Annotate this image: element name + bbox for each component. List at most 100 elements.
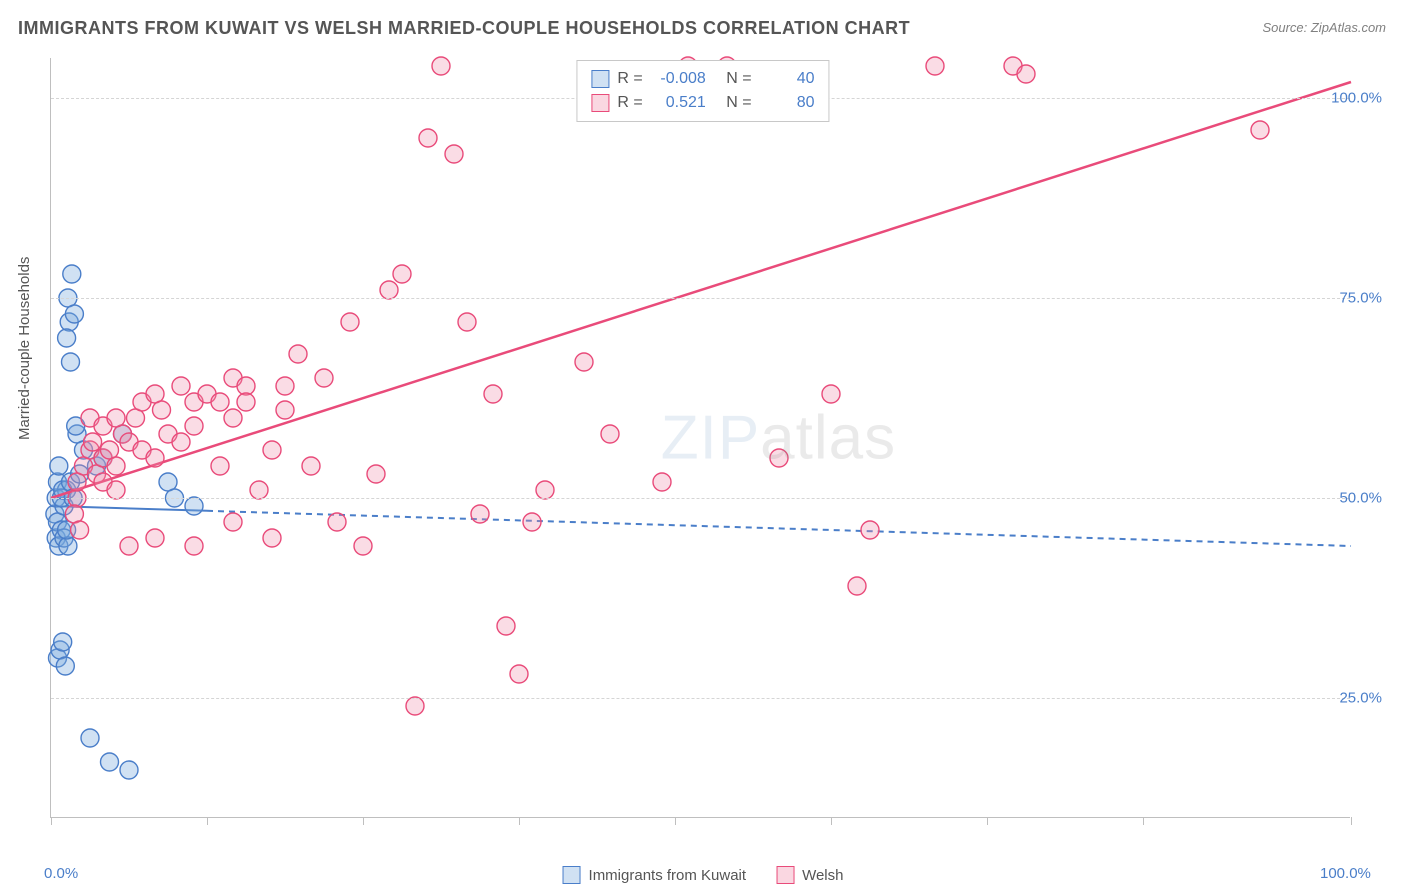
legend-item-welsh: Welsh: [776, 866, 843, 884]
data-point: [523, 513, 541, 531]
data-point: [380, 281, 398, 299]
data-point: [484, 385, 502, 403]
r-label: R =: [617, 67, 642, 91]
stats-row-kuwait: R = -0.008 N = 40: [591, 67, 814, 91]
r-value: 0.521: [651, 91, 706, 115]
data-point: [601, 425, 619, 443]
data-point: [822, 385, 840, 403]
data-point: [250, 481, 268, 499]
data-point: [185, 537, 203, 555]
data-point: [354, 537, 372, 555]
swatch-blue-icon: [591, 70, 609, 88]
r-value: -0.008: [651, 67, 706, 91]
data-point: [224, 409, 242, 427]
x-tick: [675, 817, 676, 825]
data-point: [458, 313, 476, 331]
data-point: [65, 505, 83, 523]
swatch-pink-icon: [591, 94, 609, 112]
data-point: [471, 505, 489, 523]
data-point: [393, 265, 411, 283]
data-point: [185, 417, 203, 435]
legend-label: Welsh: [802, 867, 843, 884]
data-point: [341, 313, 359, 331]
y-tick-label: 75.0%: [1339, 290, 1382, 307]
legend-item-kuwait: Immigrants from Kuwait: [563, 866, 747, 884]
data-point: [302, 457, 320, 475]
data-point: [237, 377, 255, 395]
data-point: [172, 377, 190, 395]
source-attribution: Source: ZipAtlas.com: [1262, 20, 1386, 35]
data-point: [58, 329, 76, 347]
x-tick: [207, 817, 208, 825]
data-point: [120, 537, 138, 555]
legend-label: Immigrants from Kuwait: [589, 867, 747, 884]
data-point: [71, 521, 89, 539]
data-point: [107, 481, 125, 499]
data-point: [146, 449, 164, 467]
data-point: [276, 401, 294, 419]
bottom-legend: Immigrants from Kuwait Welsh: [563, 866, 844, 884]
data-point: [289, 345, 307, 363]
data-point: [65, 305, 83, 323]
data-point: [62, 353, 80, 371]
x-tick: [1351, 817, 1352, 825]
x-tick: [363, 817, 364, 825]
chart-title: IMMIGRANTS FROM KUWAIT VS WELSH MARRIED-…: [18, 18, 910, 39]
data-point: [159, 473, 177, 491]
data-point: [146, 529, 164, 547]
data-point: [861, 521, 879, 539]
x-tick: [51, 817, 52, 825]
data-point: [211, 393, 229, 411]
y-tick-label: 50.0%: [1339, 490, 1382, 507]
data-point: [445, 145, 463, 163]
x-tick-label: 0.0%: [44, 865, 78, 882]
data-point: [59, 537, 77, 555]
data-point: [510, 665, 528, 683]
swatch-blue-icon: [563, 866, 581, 884]
data-point: [653, 473, 671, 491]
gridline: [51, 498, 1350, 499]
data-point: [497, 617, 515, 635]
data-point: [172, 433, 190, 451]
data-point: [63, 265, 81, 283]
data-point: [56, 657, 74, 675]
data-point: [84, 433, 102, 451]
swatch-pink-icon: [776, 866, 794, 884]
data-point: [224, 513, 242, 531]
data-point: [263, 441, 281, 459]
n-value: 40: [760, 67, 815, 91]
y-axis-label: Married-couple Households: [16, 257, 33, 440]
data-point: [848, 577, 866, 595]
data-point: [315, 369, 333, 387]
gridline: [51, 298, 1350, 299]
x-tick-label: 100.0%: [1320, 865, 1371, 882]
x-tick: [987, 817, 988, 825]
r-label: R =: [617, 91, 642, 115]
data-point: [367, 465, 385, 483]
data-point: [120, 761, 138, 779]
data-point: [107, 457, 125, 475]
data-point: [432, 57, 450, 75]
data-point: [50, 457, 68, 475]
data-point: [146, 385, 164, 403]
data-point: [54, 633, 72, 651]
trend-line: [51, 82, 1351, 498]
n-label: N =: [726, 91, 751, 115]
trend-line-dashed: [207, 511, 1351, 546]
data-point: [101, 441, 119, 459]
gridline: [51, 698, 1350, 699]
x-tick: [519, 817, 520, 825]
data-point: [1017, 65, 1035, 83]
x-tick: [1143, 817, 1144, 825]
data-point: [575, 353, 593, 371]
data-point: [536, 481, 554, 499]
data-point: [1251, 121, 1269, 139]
data-point: [81, 729, 99, 747]
x-tick: [831, 817, 832, 825]
data-point: [328, 513, 346, 531]
data-point: [153, 401, 171, 419]
plot-area: ZIPatlas: [50, 58, 1350, 818]
data-point: [211, 457, 229, 475]
data-point: [926, 57, 944, 75]
scatter-svg: [51, 58, 1350, 817]
